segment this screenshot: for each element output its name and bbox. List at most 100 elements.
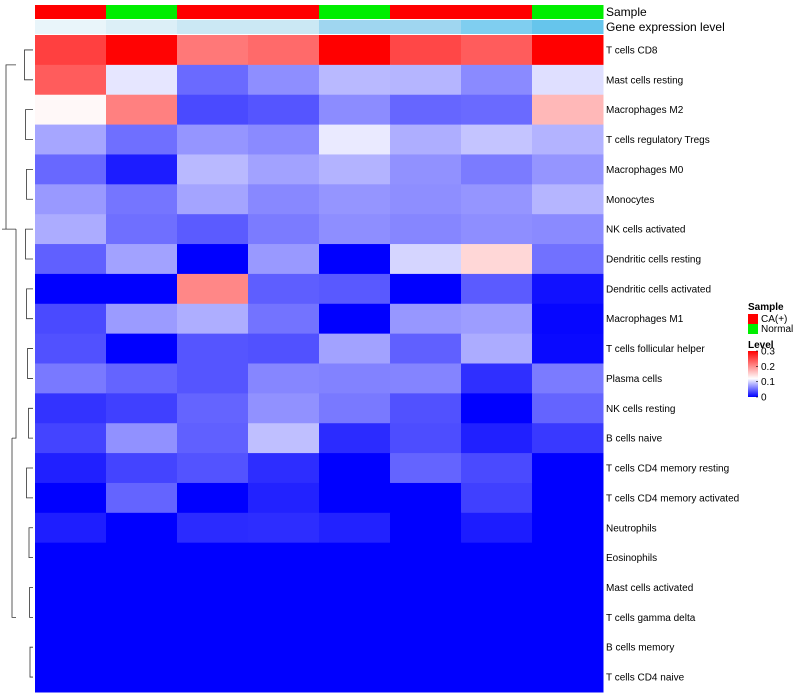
heatmap-cell <box>106 602 178 633</box>
heatmap-cell <box>461 482 533 514</box>
row-label: NK cells resting <box>606 404 675 415</box>
heatmap-cell <box>248 35 320 66</box>
heatmap-cell <box>35 602 107 633</box>
heatmap-cell <box>248 64 320 96</box>
annotation-label: Gene expression level <box>606 20 725 34</box>
annotation-cell-expression-level <box>319 20 391 34</box>
heatmap-cell <box>461 572 533 603</box>
heatmap-cell <box>177 512 249 544</box>
heatmap-cell <box>390 214 462 245</box>
heatmap-cell <box>35 393 107 424</box>
heatmap-cell <box>177 662 249 693</box>
heatmap-cell <box>319 273 391 305</box>
annotation-label: Sample <box>606 5 647 19</box>
heatmap-cell <box>106 632 178 663</box>
row-label: Plasma cells <box>606 374 662 385</box>
heatmap-cell <box>35 244 107 275</box>
heatmap-cell <box>106 124 178 155</box>
heatmap-cell <box>532 124 604 155</box>
heatmap-cell <box>106 572 178 603</box>
heatmap-cell <box>390 393 462 424</box>
legend-entry-label: Normal <box>761 324 793 335</box>
heatmap-cell <box>106 94 178 126</box>
heatmap-cell <box>532 602 604 633</box>
heatmap-cell <box>35 423 107 454</box>
heatmap-cell <box>532 184 604 215</box>
row-label: Macrophages M1 <box>606 314 684 325</box>
annotation-cell-expression-level <box>106 20 178 34</box>
heatmap-cell <box>248 423 320 454</box>
heatmap-cell <box>177 244 249 275</box>
legend-title-level: Level <box>748 340 774 351</box>
heatmap-cell <box>319 363 391 394</box>
annotation-cell-sample <box>106 5 178 19</box>
heatmap-cell <box>532 482 604 514</box>
heatmap-cell <box>532 542 604 574</box>
heatmap-cell <box>35 124 107 155</box>
dendrogram-branches <box>2 49 33 678</box>
heatmap-cell <box>319 214 391 245</box>
heatmap-cell <box>390 273 462 305</box>
heatmap-cell <box>106 662 178 693</box>
heatmap-cell <box>390 632 462 663</box>
column-annotations <box>35 5 604 34</box>
heatmap-cell <box>461 542 533 574</box>
heatmap-cell <box>390 333 462 364</box>
heatmap-cell <box>177 124 249 155</box>
annotation-cell-expression-level <box>532 20 604 34</box>
heatmap-cell <box>248 393 320 424</box>
heatmap-cell <box>390 602 462 633</box>
row-label: Monocytes <box>606 195 654 206</box>
annotation-cell-sample <box>532 5 604 19</box>
heatmap-cell <box>35 542 107 574</box>
legend-tick-label: 0 <box>761 393 767 404</box>
heatmap-cell <box>319 64 391 96</box>
heatmap-cell <box>35 35 107 66</box>
heatmap-cell <box>461 393 533 424</box>
heatmap-cell <box>248 542 320 574</box>
heatmap-cell <box>106 542 178 574</box>
row-dendrogram <box>2 49 33 678</box>
heatmap-cell <box>319 244 391 275</box>
legend-tick-label: 0.1 <box>761 377 775 388</box>
heatmap-cell <box>319 35 391 66</box>
heatmap-cell <box>106 214 178 245</box>
heatmap-cell <box>35 154 107 185</box>
heatmap-cell <box>35 273 107 305</box>
heatmap-cell <box>390 64 462 96</box>
heatmap-cell <box>461 214 533 245</box>
annotation-cell-sample <box>248 5 320 19</box>
heatmap-cell <box>461 632 533 663</box>
heatmap-cell <box>177 35 249 66</box>
heatmap-cell <box>532 662 604 693</box>
heatmap-cell <box>532 572 604 603</box>
heatmap-cell <box>177 423 249 454</box>
heatmap-cell <box>35 482 107 514</box>
heatmap-cell <box>532 423 604 454</box>
heatmap-cell <box>319 154 391 185</box>
heatmap-cell <box>319 542 391 574</box>
heatmap-cell <box>319 333 391 364</box>
heatmap-cell <box>532 512 604 544</box>
heatmap-cell <box>461 602 533 633</box>
heatmap-cell <box>35 572 107 603</box>
heatmap-cell <box>106 423 178 454</box>
heatmap-cell <box>106 64 178 96</box>
heatmap-cell <box>35 632 107 663</box>
row-label: Mast cells resting <box>606 75 683 86</box>
heatmap-cell <box>248 632 320 663</box>
heatmap-cell <box>177 214 249 245</box>
heatmap-cell <box>390 184 462 215</box>
heatmap-cell <box>248 482 320 514</box>
heatmap-cell <box>177 482 249 514</box>
heatmap-cell <box>35 512 107 544</box>
heatmap-cell <box>177 64 249 96</box>
heatmap-cell <box>532 64 604 96</box>
row-label: T cells CD4 memory resting <box>606 464 729 475</box>
heatmap-cell <box>177 542 249 574</box>
heatmap-cell <box>177 363 249 394</box>
heatmap-cell <box>532 214 604 245</box>
heatmap-cell <box>319 303 391 335</box>
